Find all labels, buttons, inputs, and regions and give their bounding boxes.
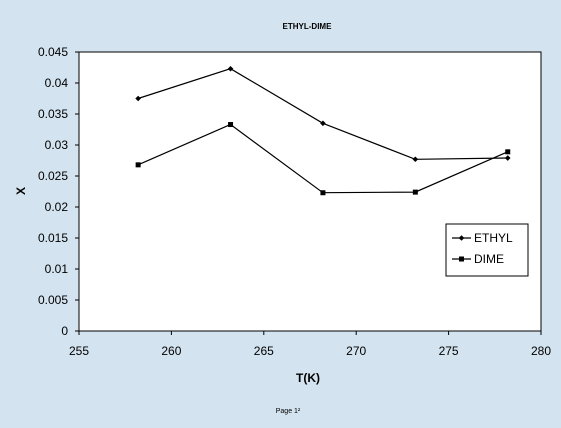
y-axis-ticks: 0 0.005 0.01 0.015 0.02 0.025 0.03 0.035 0.04 0.0… — [38, 45, 79, 338]
data-point-ethyl — [135, 95, 141, 102]
legend-box — [445, 223, 529, 277]
y-axis-label: X — [14, 187, 28, 195]
data-point-ethyl — [412, 156, 419, 163]
series-ethyl — [135, 65, 511, 163]
x-axis-ticks: 255 260 265 270 275 280 — [69, 331, 551, 358]
chart-title: ETHYL-DIME — [283, 22, 333, 31]
y-tick-label: 0 — [61, 324, 68, 338]
legend-marker-dime — [459, 256, 464, 262]
legend: ETHYL DIME — [445, 223, 529, 277]
legend-label-ethyl: ETHYL — [474, 231, 513, 245]
y-tick-label: 0.02 — [45, 200, 69, 214]
legend-label-dime: DIME — [474, 252, 504, 266]
data-point-dime — [135, 162, 141, 168]
plot-area — [78, 51, 542, 332]
x-tick-label: 270 — [346, 344, 366, 358]
data-point-dime — [505, 149, 511, 155]
x-tick-label: 265 — [254, 344, 274, 358]
x-tick-label: 255 — [69, 344, 89, 358]
data-point-ethyl — [504, 155, 511, 161]
series-layer — [135, 65, 511, 196]
data-point-dime — [412, 189, 418, 195]
series-dime — [135, 122, 511, 196]
data-point-ethyl — [320, 120, 326, 127]
x-tick-label: 260 — [161, 344, 181, 358]
y-tick-label: 0.03 — [45, 138, 69, 152]
y-tick-label: 0.025 — [38, 169, 68, 183]
data-point-dime — [320, 190, 326, 196]
y-tick-label: 0.035 — [38, 107, 68, 121]
data-point-dime — [228, 122, 234, 128]
y-tick-label: 0.015 — [38, 231, 68, 245]
y-tick-label: 0.005 — [38, 293, 68, 307]
y-tick-label: 0.04 — [45, 76, 69, 90]
x-axis-label: T(K) — [296, 371, 320, 385]
x-tick-label: 280 — [531, 344, 551, 358]
data-point-ethyl — [227, 65, 234, 72]
legend-marker-ethyl — [458, 235, 465, 241]
x-tick-label: 275 — [439, 344, 459, 358]
y-tick-label: 0.045 — [38, 45, 68, 59]
y-tick-label: 0.01 — [45, 262, 69, 276]
page-footer: Page 1² — [276, 408, 301, 415]
